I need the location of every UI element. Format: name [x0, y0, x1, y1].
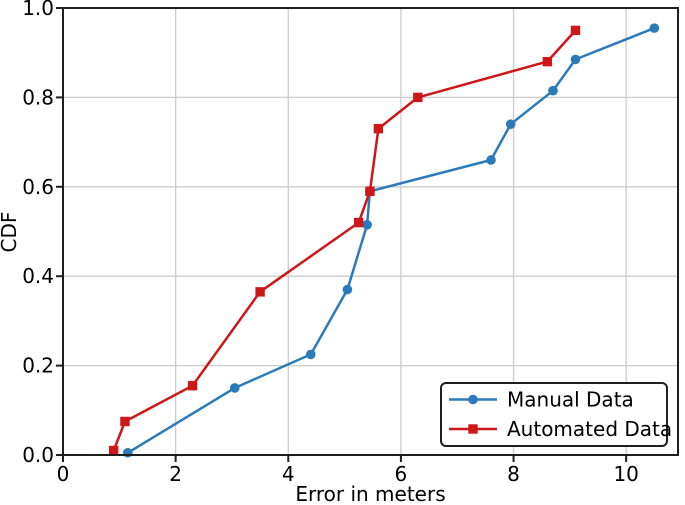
legend-sample-circle [468, 394, 478, 405]
legend: Manual Data Automated Data [440, 382, 672, 447]
data-point-circle [649, 23, 660, 33]
x-tick-label: 8 [507, 462, 520, 486]
data-point-circle [306, 349, 316, 360]
plot-background [63, 8, 678, 455]
x-tick-label: 6 [395, 462, 408, 486]
data-point-square [187, 381, 198, 391]
data-point-circle [342, 284, 353, 295]
legend-box [440, 382, 668, 447]
data-point-square [255, 287, 265, 297]
data-point-circle [570, 54, 581, 65]
data-point-circle [505, 119, 516, 130]
legend-entry-label: Manual Data [507, 388, 634, 412]
y-tick-label: 0.2 [22, 354, 54, 378]
x-tick-label: 0 [57, 462, 70, 486]
y-tick-label: 0.8 [22, 85, 54, 109]
data-point-square [542, 56, 553, 67]
data-point-square [413, 92, 423, 103]
y-tick-label: 1.0 [22, 0, 54, 20]
data-point-circle [486, 155, 496, 165]
data-point-square [108, 445, 119, 456]
data-point-circle [229, 383, 240, 393]
y-tick-label: 0.0 [22, 443, 54, 467]
x-tick-label: 10 [613, 462, 638, 486]
data-point-square [373, 123, 384, 134]
x-axis-label: Error in meters [295, 482, 445, 505]
plot-border [62, 7, 679, 456]
series-line-automated-data [112, 29, 577, 452]
y-axis-label: CDF [0, 212, 21, 253]
legend-entry-label: Automated Data [507, 417, 672, 441]
y-tick-label: 0.6 [22, 175, 54, 199]
data-point-square [120, 416, 130, 427]
x-tick-label: 2 [169, 462, 182, 486]
data-point-circle [122, 447, 133, 458]
data-point-square [570, 25, 581, 36]
legend-sample-square [468, 424, 478, 434]
data-point-square [353, 217, 364, 228]
data-point-circle [548, 85, 558, 96]
x-tick-label: 4 [282, 462, 295, 486]
data-point-circle [362, 219, 372, 230]
y-tick-label: 0.4 [22, 264, 54, 288]
data-point-square [365, 186, 375, 196]
